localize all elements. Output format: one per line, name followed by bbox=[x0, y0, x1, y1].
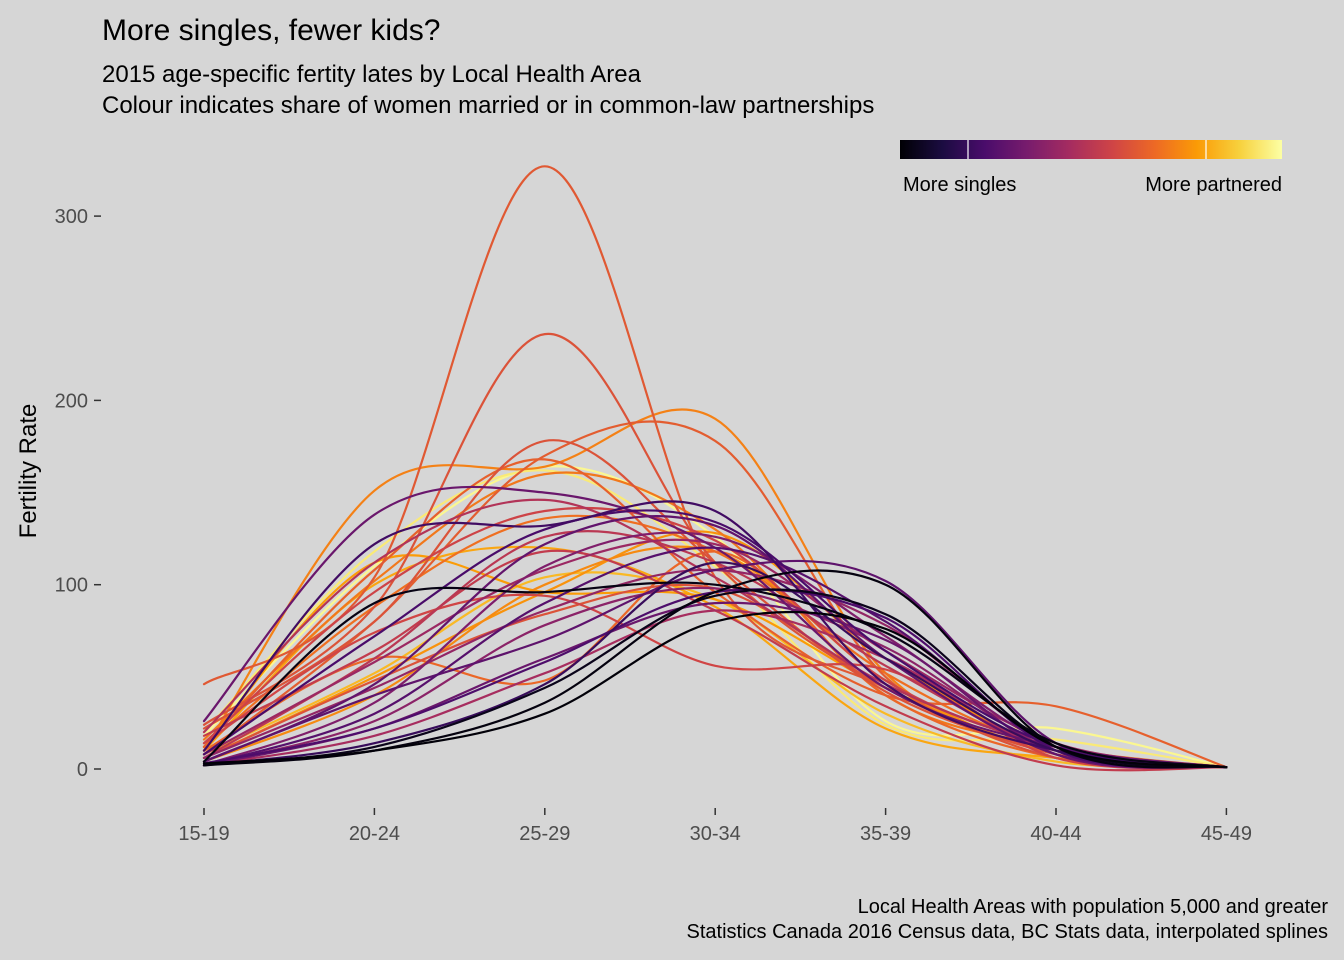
series-line bbox=[202, 610, 1228, 769]
x-tick-label: 30-34 bbox=[690, 823, 741, 845]
series-line bbox=[202, 581, 1228, 769]
series-line bbox=[202, 561, 1228, 769]
x-tick-label: 20-24 bbox=[349, 823, 400, 845]
series-line bbox=[202, 593, 1228, 770]
y-tick-label: 300 bbox=[55, 206, 88, 228]
x-axis: 15-19 20-24 25-29 30-34 35-39 40-44 45-49 bbox=[178, 808, 1252, 845]
y-axis: 0 100 200 300 bbox=[55, 206, 101, 781]
caption-line-2: Statistics Canada 2016 Census data, BC S… bbox=[687, 921, 1329, 943]
colour-legend: More singles More partnered bbox=[900, 140, 1282, 196]
legend-high-label: More partnered bbox=[1145, 174, 1282, 196]
x-tick-label: 35-39 bbox=[860, 823, 911, 845]
chart-subtitle-line-2: Colour indicates share of women married … bbox=[102, 92, 874, 119]
y-axis-title: Fertility Rate bbox=[15, 404, 42, 539]
y-tick-label: 200 bbox=[55, 390, 88, 412]
x-tick-label: 40-44 bbox=[1030, 823, 1081, 845]
caption-line-1: Local Health Areas with population 5,000… bbox=[858, 896, 1329, 918]
chart-subtitle-line-1: 2015 age-specific fertity lates by Local… bbox=[102, 61, 642, 88]
legend-colour-bar bbox=[900, 140, 1282, 159]
legend-low-label: More singles bbox=[903, 174, 1016, 196]
x-tick-label: 25-29 bbox=[519, 823, 570, 845]
series-line bbox=[202, 515, 1228, 769]
series-line bbox=[202, 165, 1228, 769]
y-tick-label: 100 bbox=[55, 575, 88, 597]
series-line bbox=[202, 469, 1228, 769]
x-tick-label: 15-19 bbox=[178, 823, 229, 845]
chart-title: More singles, fewer kids? bbox=[102, 14, 440, 47]
series-lines bbox=[202, 165, 1228, 772]
y-tick-label: 0 bbox=[77, 759, 88, 781]
x-tick-label: 45-49 bbox=[1201, 823, 1252, 845]
